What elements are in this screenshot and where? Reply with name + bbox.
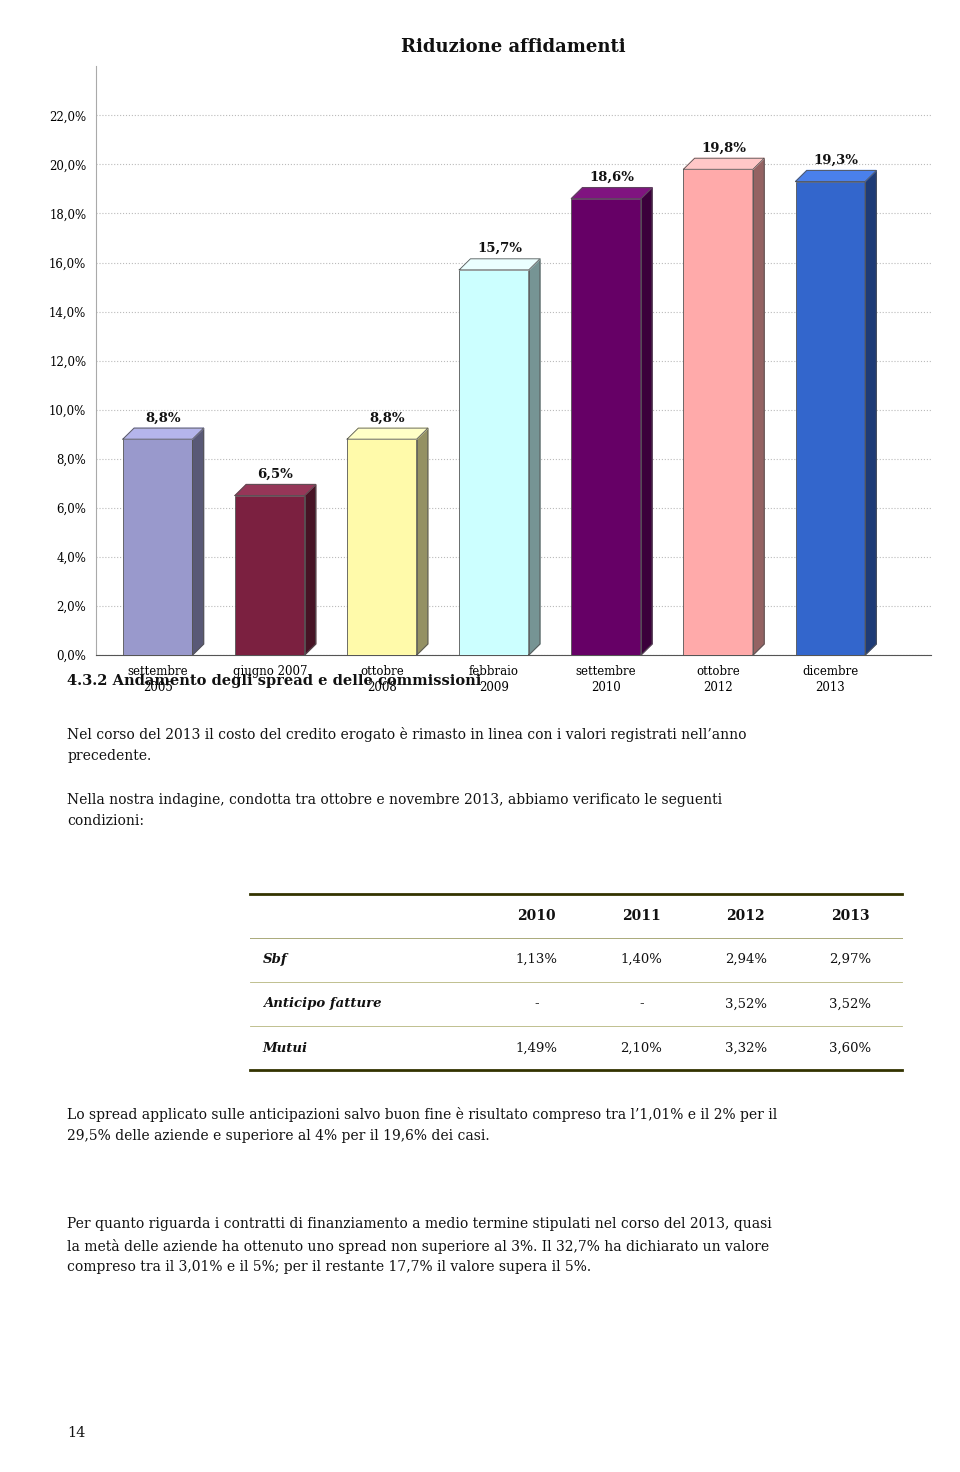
Polygon shape: [529, 259, 540, 655]
Text: Lo spread applicato sulle anticipazioni salvo buon fine è risultato compreso tra: Lo spread applicato sulle anticipazioni …: [67, 1107, 778, 1142]
Text: -: -: [535, 998, 540, 1010]
Polygon shape: [192, 428, 204, 655]
Text: dato medio: dato medio: [533, 864, 619, 879]
Bar: [459, 269, 529, 655]
Text: Per quanto riguarda i contratti di finanziamento a medio termine stipulati nel c: Per quanto riguarda i contratti di finan…: [67, 1217, 772, 1275]
Text: 4.3.2 Andamento degli spread e delle commissioni: 4.3.2 Andamento degli spread e delle com…: [67, 674, 482, 689]
Text: -: -: [639, 998, 643, 1010]
Text: Sbf: Sbf: [263, 954, 287, 966]
Text: 2013: 2013: [830, 908, 870, 923]
Bar: [684, 169, 753, 655]
Text: 1,13%: 1,13%: [516, 954, 558, 966]
Text: 2010: 2010: [517, 908, 556, 923]
Polygon shape: [348, 428, 428, 439]
Polygon shape: [865, 171, 876, 655]
Bar: [235, 496, 304, 655]
Bar: [123, 439, 192, 655]
Text: 2011: 2011: [622, 908, 660, 923]
Text: Nel corso del 2013 il costo del credito erogato è rimasto in linea con i valori : Nel corso del 2013 il costo del credito …: [67, 727, 747, 762]
Text: 2,94%: 2,94%: [725, 954, 767, 966]
Text: 8,8%: 8,8%: [370, 412, 405, 424]
Text: 3,52%: 3,52%: [725, 998, 767, 1010]
Text: 6,5%: 6,5%: [257, 468, 294, 481]
Polygon shape: [684, 158, 764, 169]
Polygon shape: [571, 187, 652, 199]
Polygon shape: [796, 171, 876, 181]
Text: 19,8%: 19,8%: [702, 141, 746, 155]
Polygon shape: [235, 484, 316, 496]
Text: 15,7%: 15,7%: [477, 243, 522, 255]
Text: Anticipo fatture: Anticipo fatture: [263, 998, 381, 1010]
Text: 19,3%: 19,3%: [813, 155, 858, 166]
Bar: [571, 199, 641, 655]
Bar: [796, 181, 865, 655]
Text: Mutui: Mutui: [263, 1042, 307, 1054]
Text: 18,6%: 18,6%: [589, 171, 635, 184]
Text: 2,10%: 2,10%: [620, 1042, 662, 1054]
Text: 2012: 2012: [727, 908, 765, 923]
Polygon shape: [641, 187, 652, 655]
Text: 8,8%: 8,8%: [146, 412, 181, 424]
Text: 3,60%: 3,60%: [829, 1042, 872, 1054]
Text: 3,32%: 3,32%: [725, 1042, 767, 1054]
Text: Nella nostra indagine, condotta tra ottobre e novembre 2013, abbiamo verificato : Nella nostra indagine, condotta tra otto…: [67, 793, 722, 829]
Title: Riduzione affidamenti: Riduzione affidamenti: [401, 38, 626, 56]
Polygon shape: [417, 428, 428, 655]
Text: 2,97%: 2,97%: [829, 954, 872, 966]
Polygon shape: [123, 428, 204, 439]
Polygon shape: [753, 158, 764, 655]
Text: 1,49%: 1,49%: [516, 1042, 558, 1054]
Text: 1,40%: 1,40%: [620, 954, 662, 966]
Bar: [348, 439, 417, 655]
Polygon shape: [459, 259, 540, 269]
Polygon shape: [304, 484, 316, 655]
Text: 14: 14: [67, 1425, 85, 1440]
Text: 3,52%: 3,52%: [829, 998, 871, 1010]
